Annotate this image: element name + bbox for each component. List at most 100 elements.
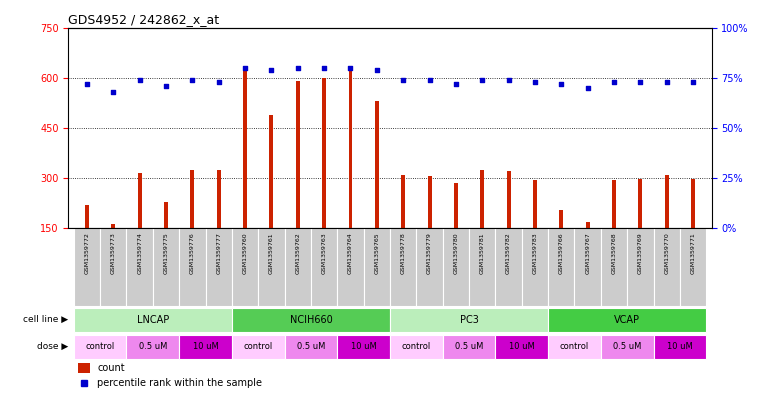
FancyBboxPatch shape (390, 334, 443, 359)
FancyBboxPatch shape (548, 334, 601, 359)
Text: GSM1359780: GSM1359780 (454, 232, 458, 274)
FancyBboxPatch shape (311, 228, 337, 307)
FancyBboxPatch shape (337, 334, 390, 359)
Point (266, 66, 278, 73)
FancyBboxPatch shape (575, 228, 601, 307)
Bar (85, 205, 89, 228)
Bar (586, 222, 590, 228)
Point (502, 77, 514, 83)
FancyBboxPatch shape (74, 228, 100, 307)
FancyBboxPatch shape (285, 228, 311, 307)
Point (529, 79, 541, 85)
Text: VCAP: VCAP (614, 315, 640, 325)
Bar (349, 69, 352, 228)
Point (687, 79, 699, 85)
Point (371, 66, 383, 73)
FancyBboxPatch shape (390, 228, 416, 307)
Bar (217, 170, 221, 228)
Text: 10 uM: 10 uM (351, 342, 377, 351)
Text: 0.5 uM: 0.5 uM (455, 342, 483, 351)
Bar (665, 175, 669, 228)
Point (345, 64, 357, 71)
Point (423, 77, 435, 83)
Text: percentile rank within the sample: percentile rank within the sample (97, 378, 263, 387)
FancyBboxPatch shape (548, 308, 706, 332)
Text: GSM1359769: GSM1359769 (638, 232, 643, 274)
FancyBboxPatch shape (179, 334, 232, 359)
Text: control: control (244, 342, 273, 351)
Bar (138, 173, 142, 228)
Point (239, 64, 251, 71)
Bar (559, 210, 563, 228)
FancyBboxPatch shape (548, 228, 575, 307)
Text: GSM1359766: GSM1359766 (559, 232, 564, 274)
Text: dose ▶: dose ▶ (37, 342, 68, 351)
FancyBboxPatch shape (495, 228, 522, 307)
Text: NCIH660: NCIH660 (290, 315, 333, 325)
FancyBboxPatch shape (627, 228, 654, 307)
Text: GSM1359772: GSM1359772 (84, 232, 90, 274)
Text: LNCAP: LNCAP (137, 315, 169, 325)
Text: GSM1359777: GSM1359777 (216, 232, 221, 274)
Point (661, 79, 673, 85)
Text: GSM1359761: GSM1359761 (269, 232, 274, 274)
Text: 0.5 uM: 0.5 uM (139, 342, 167, 351)
Text: GSM1359764: GSM1359764 (348, 232, 353, 274)
FancyBboxPatch shape (126, 334, 179, 359)
Bar (454, 183, 458, 228)
Bar (612, 180, 616, 228)
Text: 10 uM: 10 uM (509, 342, 535, 351)
FancyBboxPatch shape (495, 334, 548, 359)
Bar (243, 71, 247, 228)
Point (556, 81, 568, 87)
Bar (507, 171, 511, 228)
Bar (638, 179, 642, 228)
Point (291, 64, 304, 71)
Bar (269, 114, 273, 228)
FancyBboxPatch shape (153, 228, 179, 307)
Text: count: count (97, 363, 125, 373)
FancyBboxPatch shape (522, 228, 548, 307)
Text: GSM1359775: GSM1359775 (164, 232, 168, 274)
FancyBboxPatch shape (443, 228, 469, 307)
Point (581, 84, 594, 91)
Text: GSM1359783: GSM1359783 (533, 232, 537, 274)
Bar (78, 363, 90, 373)
FancyBboxPatch shape (601, 228, 627, 307)
FancyBboxPatch shape (364, 228, 390, 307)
FancyBboxPatch shape (74, 308, 232, 332)
Text: GSM1359778: GSM1359778 (401, 232, 406, 274)
Point (134, 77, 146, 83)
FancyBboxPatch shape (337, 228, 364, 307)
Text: GSM1359767: GSM1359767 (585, 232, 591, 274)
Point (318, 64, 330, 71)
Text: GSM1359773: GSM1359773 (111, 232, 116, 274)
Text: PC3: PC3 (460, 315, 479, 325)
FancyBboxPatch shape (232, 334, 285, 359)
Point (107, 89, 119, 95)
Point (397, 77, 409, 83)
FancyBboxPatch shape (416, 228, 443, 307)
Point (81, 81, 93, 87)
Text: GSM1359760: GSM1359760 (243, 232, 247, 274)
Text: GSM1359776: GSM1359776 (189, 232, 195, 274)
Text: control: control (402, 342, 431, 351)
Point (608, 79, 620, 85)
FancyBboxPatch shape (100, 228, 126, 307)
FancyBboxPatch shape (469, 228, 495, 307)
Point (476, 77, 489, 83)
Text: GSM1359765: GSM1359765 (374, 232, 379, 274)
FancyBboxPatch shape (654, 228, 680, 307)
Text: 0.5 uM: 0.5 uM (613, 342, 642, 351)
Point (634, 79, 646, 85)
Point (212, 79, 224, 85)
Text: GSM1359781: GSM1359781 (479, 232, 485, 274)
FancyBboxPatch shape (179, 228, 205, 307)
Text: GSM1359762: GSM1359762 (295, 232, 301, 274)
Bar (322, 78, 326, 228)
FancyBboxPatch shape (232, 228, 258, 307)
Text: GSM1359782: GSM1359782 (506, 232, 511, 274)
Bar (401, 176, 405, 228)
FancyBboxPatch shape (390, 308, 548, 332)
Text: control: control (85, 342, 115, 351)
